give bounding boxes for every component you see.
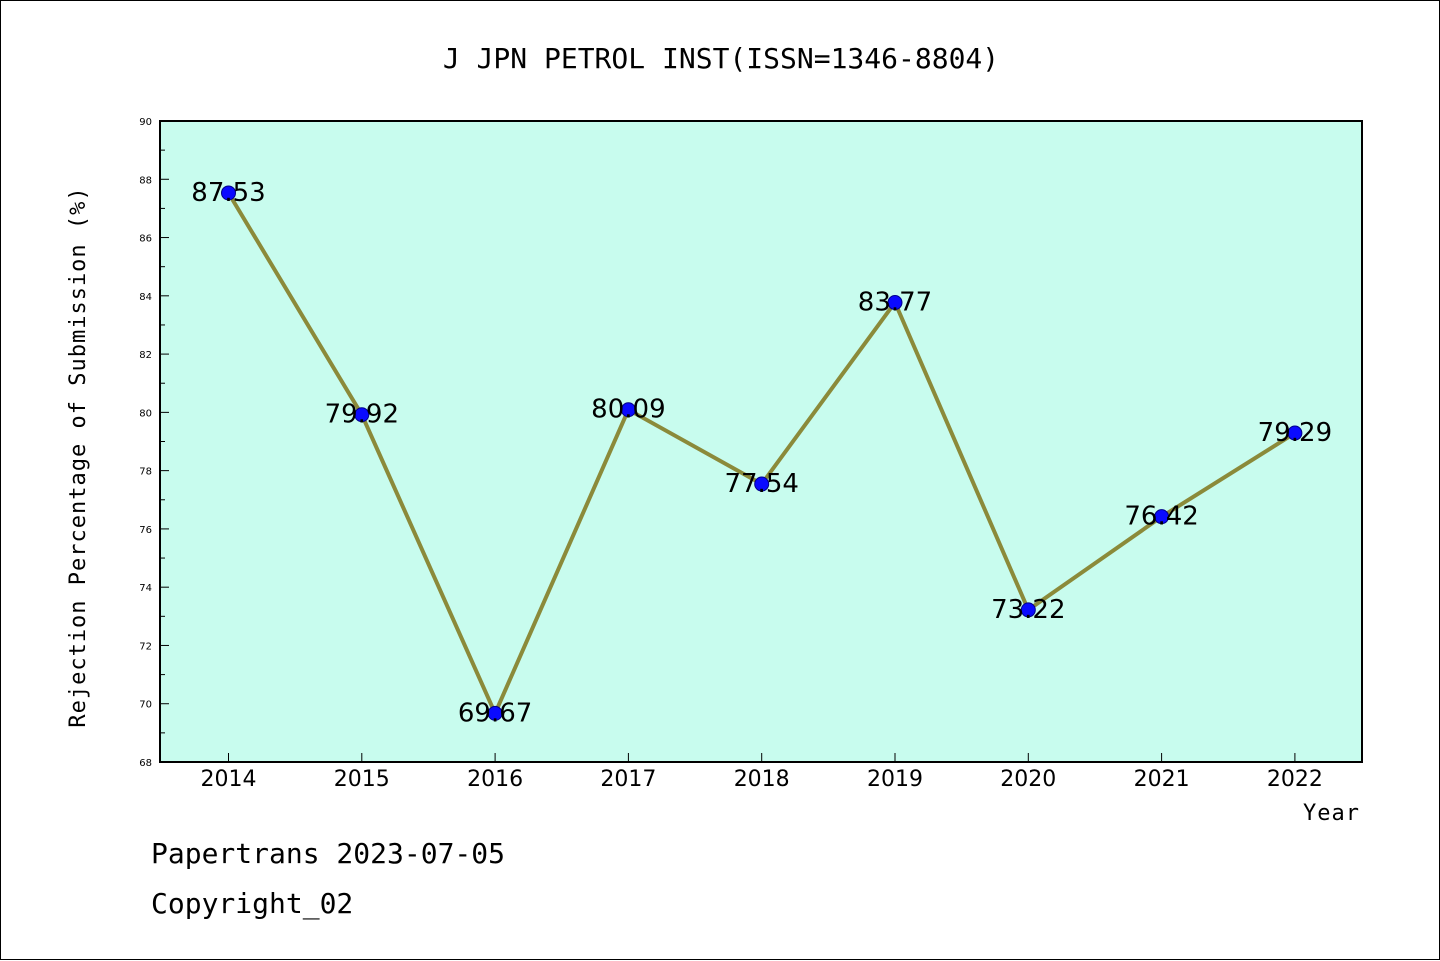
footer-credit: Papertrans 2023-07-05 <box>151 837 506 870</box>
y-tick-label: 72 <box>139 641 152 652</box>
x-tick-label: 2014 <box>201 767 257 792</box>
y-axis: 68 70 72 74 76 78 80 82 84 86 88 90 <box>139 117 169 769</box>
x-tick-label: 2019 <box>867 767 923 792</box>
data-label: 79.29 <box>1258 418 1332 448</box>
x-tick-label: 2021 <box>1134 767 1190 792</box>
data-point-marker <box>887 295 903 311</box>
markers-group <box>221 185 1303 721</box>
data-point-marker <box>354 407 370 423</box>
y-tick-label: 76 <box>139 525 152 536</box>
plot-area <box>159 120 1363 763</box>
y-tick-label: 68 <box>139 758 152 769</box>
footer-copyright: Copyright_02 <box>151 887 354 920</box>
data-point-marker <box>1287 425 1303 441</box>
x-tick-label: 2016 <box>467 767 523 792</box>
x-axis: 2014 2015 2016 2017 2018 2019 2020 2021 2022 <box>201 753 1323 792</box>
data-point-marker <box>1154 509 1170 525</box>
y-tick-label: 90 <box>139 117 152 128</box>
y-tick-label: 78 <box>139 467 152 478</box>
data-label: 80.09 <box>591 395 665 425</box>
data-label: 87.53 <box>191 178 265 208</box>
data-point-marker <box>620 402 636 418</box>
y-tick-label: 86 <box>139 234 152 245</box>
x-tick-label: 2018 <box>734 767 790 792</box>
data-point-marker <box>487 705 503 721</box>
x-tick-label: 2017 <box>600 767 656 792</box>
chart-title: J JPN PETROL INST(ISSN=1346-8804) <box>443 42 999 75</box>
x-tick-label: 2015 <box>334 767 390 792</box>
data-label: 83.77 <box>858 288 932 318</box>
data-label: 73.22 <box>991 595 1065 625</box>
data-point-marker <box>754 476 770 492</box>
x-tick-label: 2022 <box>1267 767 1323 792</box>
y-tick-label: 88 <box>139 175 152 186</box>
y-tick-label: 80 <box>139 408 152 419</box>
y-tick-label: 74 <box>139 583 152 594</box>
y-tick-label: 82 <box>139 350 152 361</box>
data-labels-group: 87.53 79.92 69.67 80.09 77.54 83.77 73.22 76.42… <box>191 178 1332 728</box>
data-label: 69.67 <box>458 698 532 728</box>
data-label: 76.42 <box>1124 502 1198 532</box>
y-axis-title: Rejection Percentage of Submission (%) <box>66 186 91 727</box>
x-axis-title: Year <box>1303 801 1360 826</box>
data-label: 77.54 <box>724 469 798 499</box>
y-tick-label: 84 <box>139 292 152 303</box>
y-tick-label: 70 <box>139 700 152 711</box>
x-tick-label: 2020 <box>1000 767 1056 792</box>
data-point-marker <box>221 185 236 201</box>
data-point-marker <box>1020 602 1036 618</box>
data-label: 79.92 <box>325 400 399 430</box>
